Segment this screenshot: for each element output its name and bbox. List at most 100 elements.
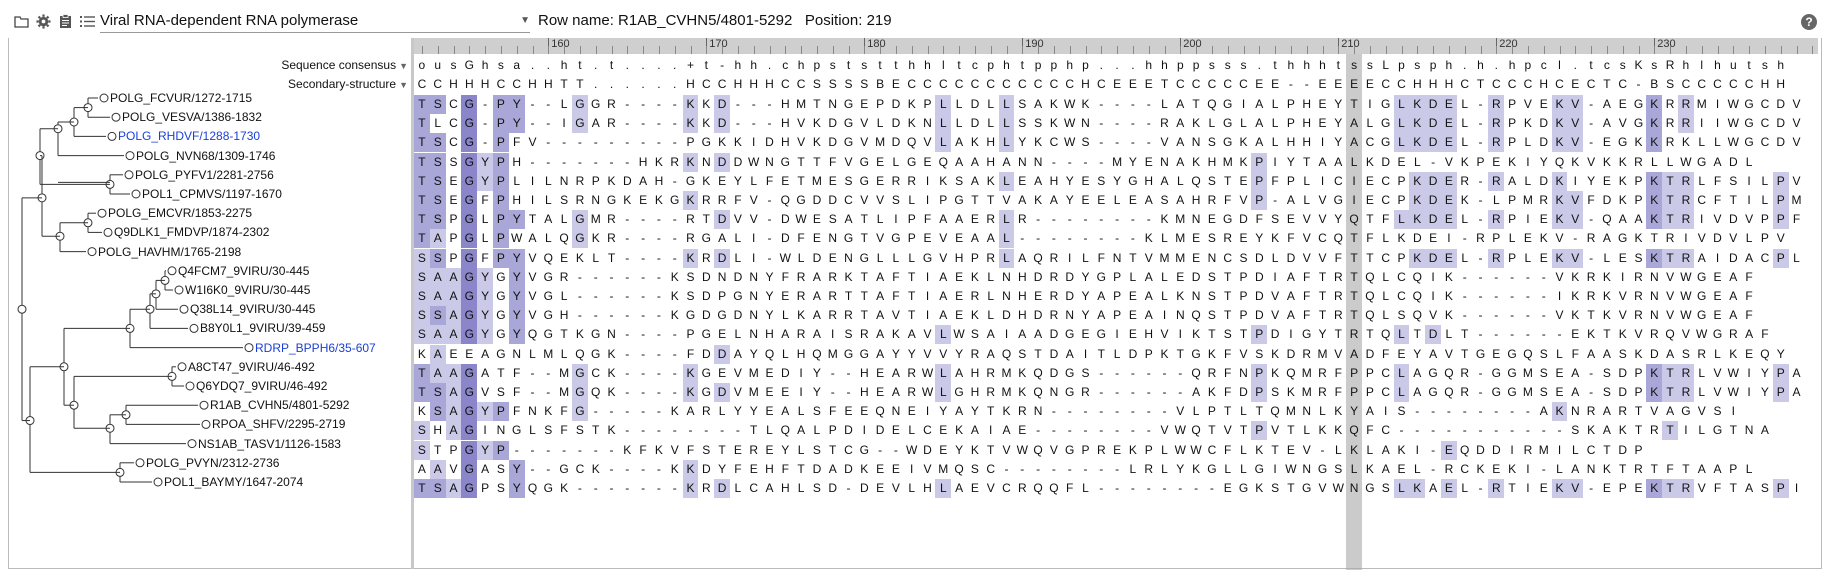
ruler-minor-tick bbox=[453, 46, 455, 54]
tree-node[interactable] bbox=[187, 439, 197, 449]
residue-cell: P bbox=[493, 114, 509, 134]
tree-leaf-label[interactable]: POLG_EMCVR/1853-2275 bbox=[108, 206, 253, 221]
tree-node[interactable] bbox=[17, 304, 27, 314]
gear-icon[interactable] bbox=[34, 12, 52, 30]
tree-leaf-label[interactable]: POLG_RHDVF/1288-1730 bbox=[118, 129, 261, 144]
tree-leaf-label[interactable]: NS1AB_TASV1/1126-1583 bbox=[198, 436, 341, 451]
residue-cell: D bbox=[1539, 135, 1549, 150]
panel-divider[interactable] bbox=[411, 38, 414, 569]
structure-header[interactable]: Secondary-structure ▼ bbox=[250, 77, 408, 91]
residue-cell: S bbox=[1602, 365, 1611, 380]
tree-node[interactable] bbox=[177, 362, 187, 372]
residue-cell: V bbox=[749, 193, 758, 207]
tree-node[interactable] bbox=[124, 170, 134, 180]
tree-node[interactable] bbox=[97, 208, 107, 218]
tree-leaf-label[interactable]: B8Y0L1_9VIRU/39-459 bbox=[200, 321, 326, 336]
tree-node[interactable] bbox=[199, 400, 209, 410]
tree-leaf-label[interactable]: Q4FCM7_9VIRU/30-445 bbox=[178, 263, 310, 278]
tree-leaf-label[interactable]: RDRP_BPPH6/35-607 bbox=[255, 340, 376, 355]
tree-node[interactable] bbox=[125, 151, 135, 161]
tree-leaf-label[interactable]: Q6YDQ7_9VIRU/46-492 bbox=[196, 379, 328, 393]
position-ruler[interactable]: 160 170 180 190 200 210 220 230 bbox=[414, 38, 1818, 54]
list-icon[interactable] bbox=[78, 12, 96, 30]
help-icon[interactable]: ? bbox=[1801, 14, 1817, 30]
tree-leaf-label[interactable]: POL1_BAYMY/1647-2074 bbox=[164, 475, 304, 489]
residue-cell: K bbox=[970, 308, 979, 323]
tree-node[interactable] bbox=[107, 131, 117, 141]
clipboard-icon[interactable] bbox=[56, 12, 74, 30]
tree-leaf-label[interactable]: A8CT47_9VIRU/46-492 bbox=[188, 359, 315, 374]
ruler-minor-tick bbox=[1259, 46, 1261, 54]
residue-cell: - bbox=[1194, 481, 1199, 495]
tree-leaf-label[interactable]: POLG_PVYN/2312-2736 bbox=[146, 455, 280, 470]
phylogenetic-tree[interactable]: POLG_FCVUR/1272-1715 POLG_VESVA/1386-1832… bbox=[0, 91, 410, 522]
tree-node[interactable] bbox=[153, 477, 163, 487]
tree-node[interactable] bbox=[111, 112, 121, 122]
residue-cell: - bbox=[1051, 461, 1056, 476]
residue-cell: K bbox=[1207, 346, 1216, 361]
residue-cell: K bbox=[970, 269, 979, 284]
tree-node[interactable] bbox=[131, 189, 141, 199]
consensus-header[interactable]: Sequence consensus ▼ bbox=[250, 58, 408, 72]
tree-node[interactable] bbox=[179, 304, 189, 314]
residue-cell: E bbox=[1144, 77, 1153, 91]
tree-leaf-label[interactable]: Q38L14_9VIRU/30-445 bbox=[190, 302, 316, 317]
family-select[interactable]: Viral RNA-dependent RNA polymerase ▼ bbox=[100, 10, 530, 33]
tree-leaf-label[interactable]: POLG_PYFV1/2281-2756 bbox=[135, 167, 274, 182]
residue-cell: - bbox=[767, 250, 772, 265]
tree-node[interactable] bbox=[185, 381, 195, 391]
tree-node[interactable] bbox=[244, 343, 254, 353]
tree-leaf-label[interactable]: Q9DLK1_FMDVP/1874-2302 bbox=[114, 225, 270, 240]
residue-cell: S bbox=[414, 440, 430, 460]
tree-leaf-label[interactable]: R1AB_CVHN5/4801-5292 bbox=[210, 398, 350, 413]
tree-node[interactable] bbox=[103, 227, 113, 237]
residue-cell: K bbox=[1551, 479, 1568, 498]
tree-leaf-label[interactable]: POL1_CPMVS/1197-1670 bbox=[142, 187, 282, 201]
tree-node[interactable] bbox=[174, 285, 184, 295]
residue-cell: Y bbox=[477, 171, 493, 191]
tree-node[interactable] bbox=[189, 323, 199, 333]
tree-node[interactable] bbox=[87, 247, 97, 257]
residue-cell: K bbox=[1018, 365, 1027, 380]
residue-cell: S bbox=[812, 404, 821, 419]
residue-cell: A bbox=[1729, 289, 1738, 303]
tree-leaf-label[interactable]: RPOA_SHFV/2295-2719 bbox=[212, 417, 346, 432]
residue-cell: K bbox=[682, 459, 699, 479]
tree-node[interactable] bbox=[167, 266, 177, 276]
residue-cell: - bbox=[625, 116, 630, 131]
tree-leaf-label[interactable]: POLG_VESVA/1386-1832 bbox=[122, 110, 262, 125]
tree-node[interactable] bbox=[99, 93, 109, 103]
tree-leaf-label[interactable]: W1I6K0_9VIRU/30-445 bbox=[185, 283, 311, 297]
tree-leaf-label[interactable]: POLG_NVN68/1309-1746 bbox=[136, 148, 276, 163]
tree-node[interactable] bbox=[201, 419, 211, 429]
toolbar: Viral RNA-dependent RNA polymerase ▼ Row… bbox=[0, 0, 1827, 40]
tree-leaf-label[interactable]: POLG_FCVUR/1272-1715 bbox=[110, 91, 253, 105]
tree-leaf-label[interactable]: POLG_HAVHM/1765-2198 bbox=[98, 244, 242, 259]
tree-node[interactable] bbox=[135, 458, 145, 468]
folder-icon[interactable] bbox=[12, 12, 30, 30]
